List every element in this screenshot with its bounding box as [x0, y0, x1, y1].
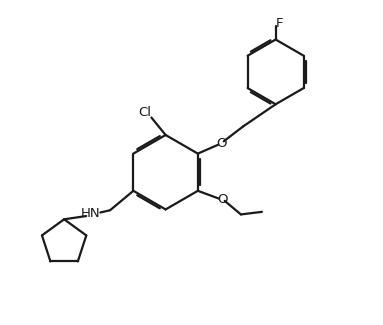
Text: HN: HN: [81, 207, 100, 220]
Text: F: F: [276, 17, 283, 30]
Text: Cl: Cl: [138, 106, 151, 119]
Text: O: O: [216, 137, 226, 150]
Text: O: O: [217, 193, 228, 206]
